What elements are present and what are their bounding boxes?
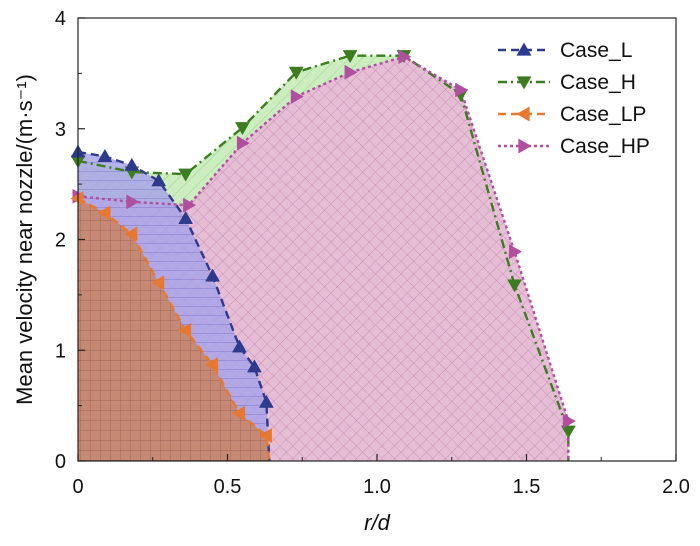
marker-case-l (124, 157, 140, 171)
x-axis-title: r/d (364, 510, 390, 535)
legend-marker-case-lp (516, 106, 530, 122)
line-case-l (77, 150, 271, 462)
marker-case-l (232, 339, 247, 353)
marker-case-hp (126, 194, 140, 210)
marker-case-l (246, 359, 262, 373)
marker-case-hp (455, 82, 469, 98)
marker-case-h (178, 168, 194, 182)
area-case-lp (78, 198, 270, 461)
line-case-hp (77, 55, 570, 461)
series-markers (70, 49, 576, 443)
y-axis-ticks: 0 1 2 3 4 (55, 8, 85, 473)
y-tick-label: 0 (55, 451, 66, 473)
marker-case-l (205, 268, 220, 282)
y-tick-label: 1 (55, 340, 66, 362)
marker-case-lp (151, 275, 165, 291)
marker-case-l (97, 148, 113, 162)
marker-case-lp (70, 191, 84, 206)
legend-label-case-hp: Case_HP (560, 135, 650, 158)
marker-case-hp (236, 135, 250, 151)
marker-case-lp (124, 226, 138, 242)
marker-case-lp (205, 357, 219, 373)
legend-marker-case-l (516, 42, 532, 56)
area-fills (78, 55, 569, 461)
marker-case-lp (258, 428, 272, 443)
marker-case-hp (183, 197, 197, 213)
legend-label-case-lp: Case_LP (560, 103, 646, 126)
marker-case-h (560, 425, 576, 439)
x-tick-label: 1.5 (513, 476, 541, 498)
x-tick-label: 0.5 (214, 476, 242, 498)
legend-label-case-l: Case_L (560, 39, 632, 62)
marker-case-h (288, 66, 304, 80)
marker-case-hp (290, 89, 304, 105)
marker-case-hp (398, 49, 412, 65)
marker-case-l (151, 173, 167, 187)
marker-case-hp (344, 64, 358, 80)
y-tick-label: 4 (55, 8, 66, 30)
y-tick-label: 2 (55, 230, 66, 252)
marker-case-h (507, 279, 522, 293)
x-tick-label: 2.0 (662, 476, 690, 498)
marker-case-hp (509, 244, 523, 260)
marker-case-l (258, 394, 274, 408)
legend-marker-case-hp (518, 138, 532, 154)
marker-case-lp (231, 405, 245, 421)
y-tick-label: 3 (55, 119, 66, 141)
x-axis-ticks: 0 0.5 1.0 1.5 2.0 (72, 454, 690, 498)
legend: Case_L Case_H Case_LP Case_HP (498, 39, 650, 158)
marker-case-lp (97, 205, 111, 221)
marker-case-h (235, 122, 250, 136)
y-axis-title: Mean velocity near nozzle/(m·s⁻¹) (12, 74, 37, 405)
x-tick-label: 1.0 (363, 476, 391, 498)
line-case-h (77, 54, 570, 461)
legend-marker-case-h (516, 76, 532, 90)
marker-case-l (178, 210, 194, 224)
marker-case-lp (178, 322, 192, 338)
x-tick-label: 0 (72, 476, 83, 498)
marker-case-hp (562, 413, 576, 429)
legend-label-case-h: Case_H (560, 71, 636, 94)
marker-case-h (342, 50, 358, 64)
